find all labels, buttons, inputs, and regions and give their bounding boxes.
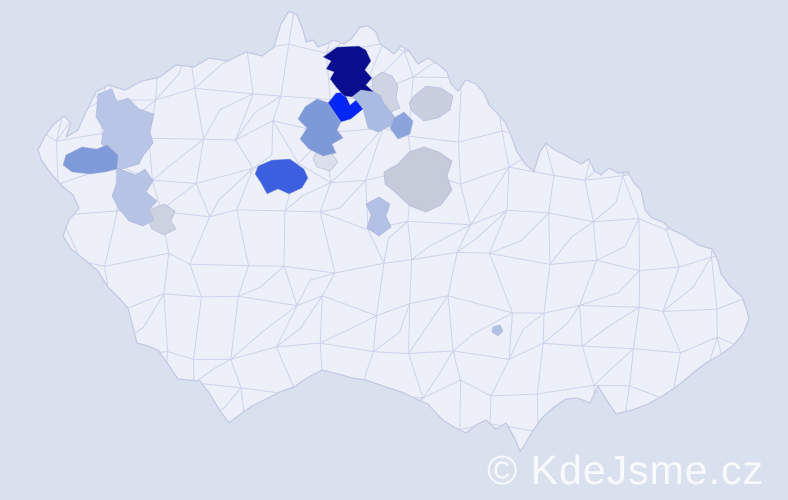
district-region-jicin[interactable] bbox=[389, 111, 414, 140]
country-outline bbox=[37, 10, 750, 452]
highlighted-districts bbox=[62, 45, 504, 337]
district-region-praha[interactable] bbox=[254, 158, 309, 195]
country-land bbox=[38, 11, 749, 451]
district-region-tiny-enclave[interactable] bbox=[491, 324, 504, 337]
district-region-sokolov[interactable] bbox=[62, 144, 119, 175]
district-region-ceska-lipa[interactable] bbox=[322, 45, 376, 98]
district-region-pardubicko[interactable] bbox=[383, 146, 453, 213]
district-region-kutna-hora[interactable] bbox=[365, 196, 392, 237]
district-region-plzen-sever[interactable] bbox=[111, 167, 158, 227]
district-region-nachod[interactable] bbox=[408, 85, 454, 122]
